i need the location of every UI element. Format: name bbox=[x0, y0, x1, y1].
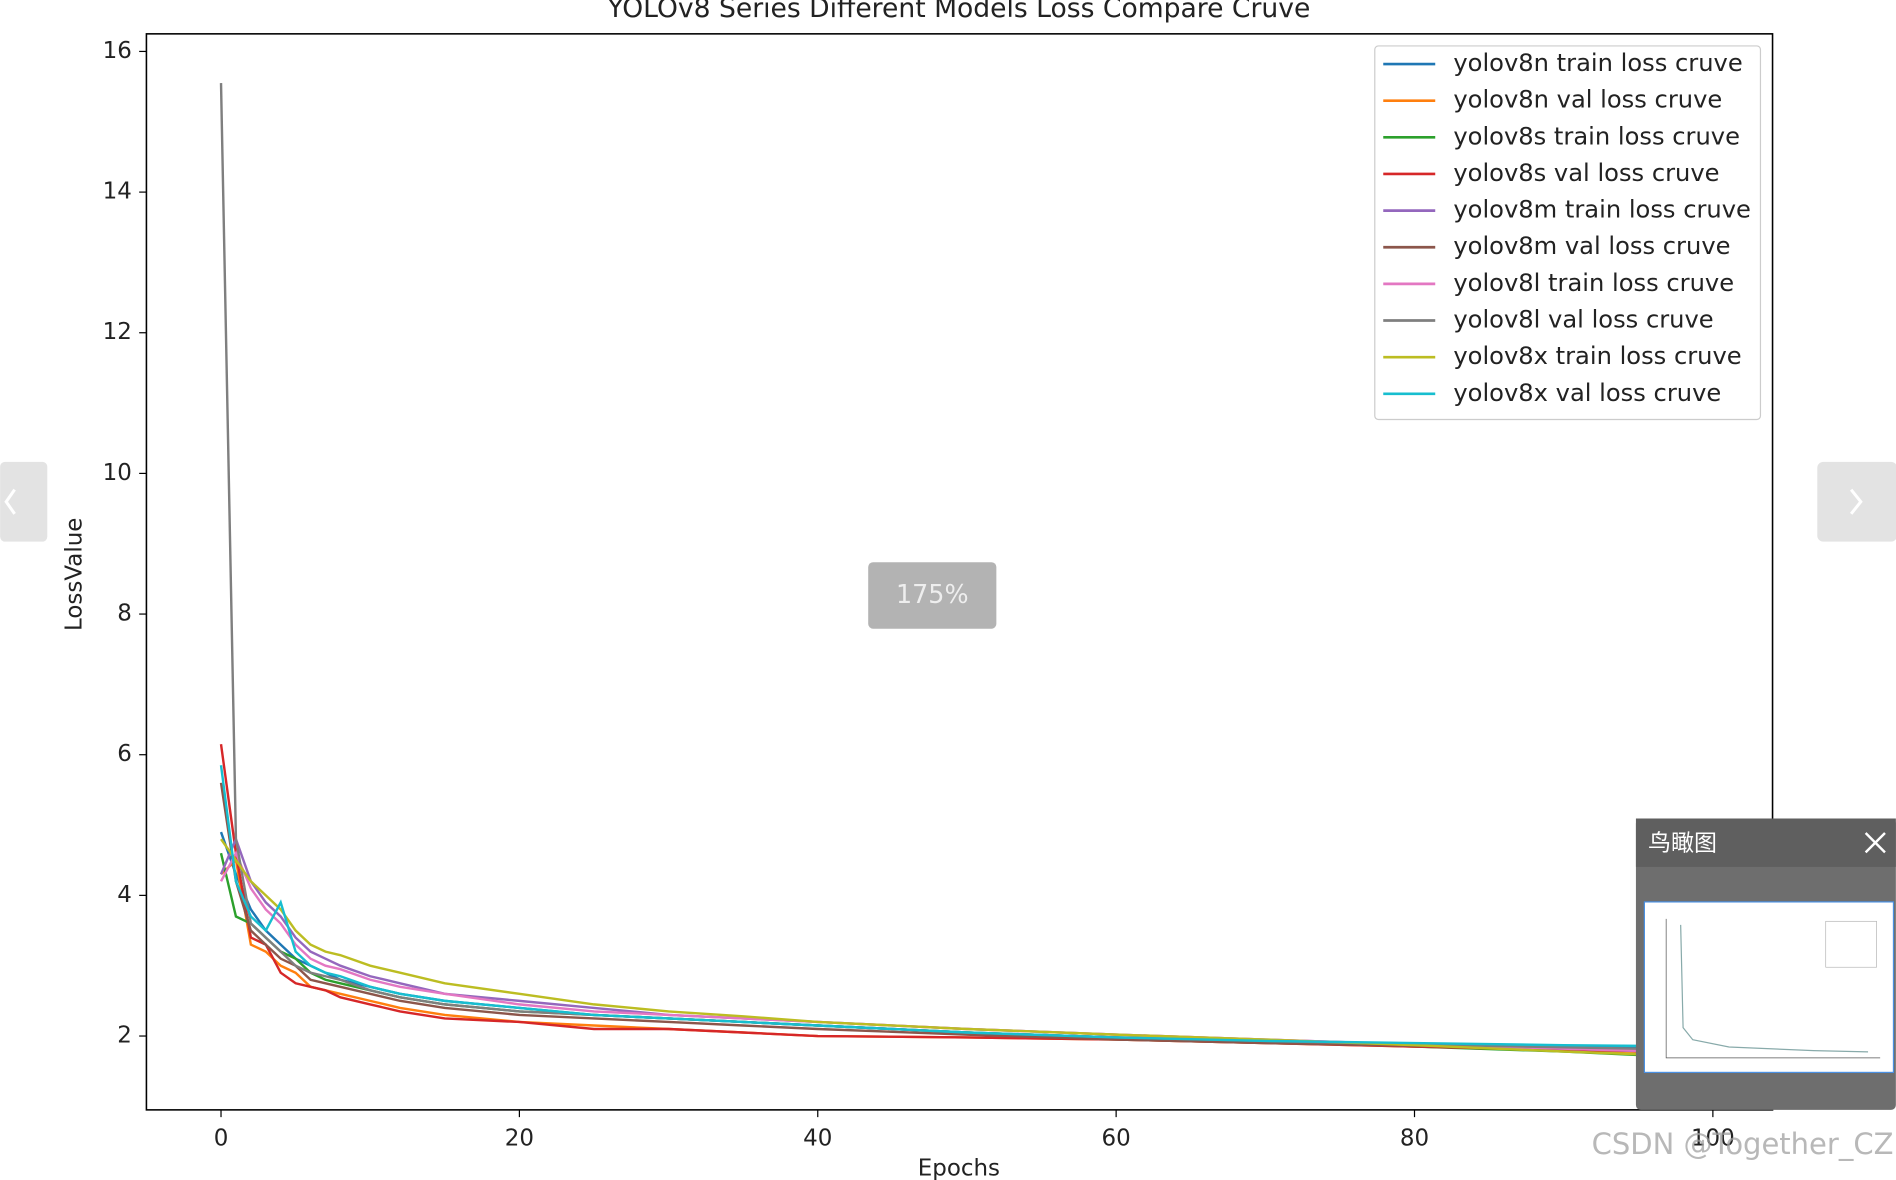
x-tick-label: 0 bbox=[214, 1125, 229, 1151]
y-tick-label: 12 bbox=[103, 319, 132, 345]
next-button[interactable] bbox=[1817, 461, 1896, 542]
overview-panel: 鸟瞰图 bbox=[1635, 818, 1896, 1110]
next-button-bg bbox=[1817, 461, 1896, 542]
legend-label: yolov8s val loss cruve bbox=[1453, 159, 1719, 187]
x-axis-label: Epochs bbox=[918, 1156, 1000, 1180]
plot-lines bbox=[219, 83, 1713, 1060]
zoom-badge bbox=[868, 562, 997, 629]
legend-label: yolov8n val loss cruve bbox=[1453, 86, 1722, 114]
loss-line bbox=[219, 782, 1713, 1052]
y-tick-label: 8 bbox=[117, 601, 132, 627]
overview-title: 鸟瞰图 bbox=[1648, 830, 1717, 856]
x-tick-label: 100 bbox=[1691, 1125, 1735, 1151]
overview-thumbnail bbox=[1643, 901, 1895, 1074]
prev-button[interactable] bbox=[0, 461, 48, 542]
loss-line bbox=[219, 765, 1713, 1048]
legend-label: yolov8l train loss cruve bbox=[1453, 269, 1734, 297]
zoom-level: 175% bbox=[896, 579, 969, 609]
loss-line bbox=[219, 850, 1713, 1055]
thumbnail-legend bbox=[1825, 920, 1877, 968]
thumbnail-axes bbox=[1665, 918, 1881, 1059]
loss-line bbox=[219, 852, 1713, 1060]
legend-box bbox=[1374, 45, 1762, 421]
y-axis-label: LossValue bbox=[62, 518, 88, 631]
viewer-overlay: 175% 鸟瞰图 CSDN @Together_CZ bbox=[0, 461, 1896, 1161]
watermark: CSDN @Together_CZ bbox=[1592, 1127, 1894, 1161]
x-tick-label: 60 bbox=[1102, 1125, 1131, 1151]
prev-button-bg bbox=[0, 461, 48, 542]
legend-label: yolov8m train loss cruve bbox=[1453, 196, 1751, 224]
overview-header bbox=[1635, 818, 1896, 867]
x-tick-label: 40 bbox=[803, 1125, 832, 1151]
y-tick-label: 2 bbox=[117, 1023, 132, 1049]
y-tick-label: 16 bbox=[103, 38, 132, 64]
next-arrow bbox=[1849, 488, 1863, 515]
loss-line bbox=[219, 835, 1713, 1055]
y-tick-label: 4 bbox=[117, 882, 132, 908]
chart-title: YOLOv8 Series Different Models Loss Comp… bbox=[606, 0, 1310, 24]
legend-label: yolov8x val loss cruve bbox=[1453, 379, 1721, 407]
y-tick-label: 6 bbox=[117, 741, 132, 767]
loss-line bbox=[220, 857, 1713, 1055]
y-tick-label: 10 bbox=[103, 460, 132, 486]
loss-line bbox=[219, 831, 1713, 1050]
prev-arrow bbox=[4, 488, 16, 515]
legend-label: yolov8x train loss cruve bbox=[1453, 342, 1741, 370]
legend: yolov8n train loss cruve yolov8n val loss… bbox=[1374, 45, 1762, 421]
y-tick-label: 14 bbox=[103, 179, 132, 205]
x-tick-label: 80 bbox=[1400, 1125, 1429, 1151]
legend-label: yolov8l val loss cruve bbox=[1453, 306, 1713, 334]
loss-line bbox=[220, 838, 1713, 1059]
legend-label: yolov8m val loss cruve bbox=[1453, 232, 1730, 260]
plot-frame bbox=[145, 33, 1774, 1111]
legend-label: yolov8n train loss cruve bbox=[1453, 49, 1742, 77]
legend-label: yolov8s train loss cruve bbox=[1453, 122, 1740, 150]
thumbnail-curve bbox=[1680, 924, 1869, 1053]
chart: YOLOv8 Series Different Models Loss Comp… bbox=[62, 0, 1774, 1180]
overview-close[interactable] bbox=[1864, 832, 1886, 854]
x-tick-label: 20 bbox=[505, 1125, 534, 1151]
